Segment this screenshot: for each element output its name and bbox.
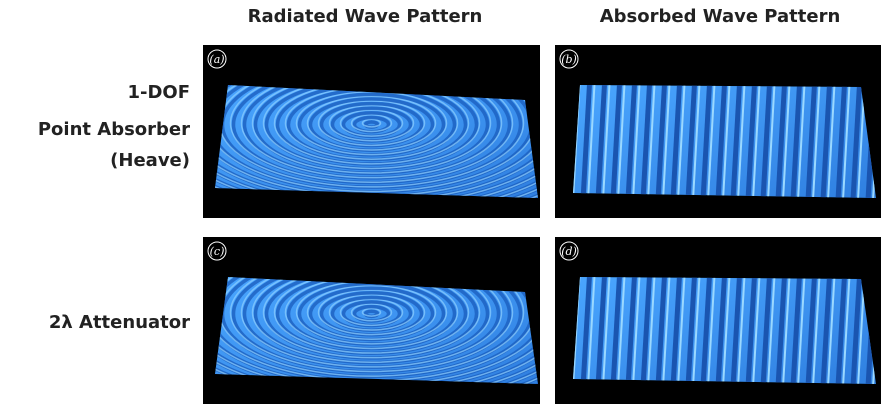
column-header: Absorbed Wave Pattern: [600, 6, 841, 27]
panel-label: (d): [561, 245, 577, 258]
column-header: Radiated Wave Pattern: [248, 6, 483, 27]
row-label: Point Absorber: [38, 119, 190, 140]
row-label: 2λ Attenuator: [49, 312, 190, 333]
page: Radiated Wave Pattern Absorbed Wave Patt…: [0, 0, 881, 404]
figure: Radiated Wave Pattern Absorbed Wave Patt…: [0, 0, 881, 404]
panel-label: (b): [561, 53, 577, 66]
panel-label: (a): [209, 53, 224, 66]
panel-label: (c): [210, 245, 225, 258]
panel: (b): [555, 45, 881, 218]
panel: (c): [110, 202, 634, 404]
panel: (d): [555, 237, 881, 404]
row-label: 1-DOF: [127, 82, 190, 103]
row-label: (Heave): [110, 150, 190, 171]
